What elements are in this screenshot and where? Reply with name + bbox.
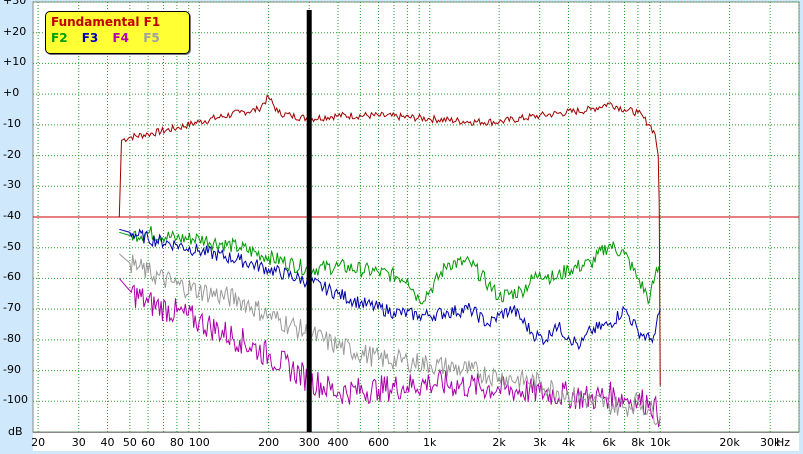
series-line-1 — [118, 94, 661, 386]
x-tick-label: 40 — [100, 436, 115, 449]
series-line-3 — [119, 228, 661, 351]
legend-item-f4: F4 — [112, 31, 130, 45]
x-tick-label: 1k — [423, 436, 437, 449]
y-tick-label: +0 — [3, 86, 20, 100]
x-tick-label: 20 — [31, 436, 46, 449]
y-tick-label: -60 — [3, 270, 21, 284]
x-tick-label: 10k — [650, 436, 671, 449]
legend: Fundamental F1 F2 F3 F4 F5 — [45, 11, 190, 54]
legend-item-f3: F3 — [81, 31, 99, 45]
x-tick-label: 2k — [492, 436, 506, 449]
y-tick-label: +30 — [3, 0, 27, 7]
x-tick-label: 4k — [561, 436, 576, 449]
y-tick-label: +20 — [3, 24, 27, 38]
x-tick-label: 3k — [533, 436, 547, 449]
series-line-5 — [118, 253, 661, 426]
series-layer — [118, 94, 661, 428]
x-tick-label: 50 — [122, 436, 137, 449]
x-axis-bar — [33, 432, 799, 451]
x-tick-label: 300 — [298, 436, 320, 449]
x-tick-label: 400 — [327, 436, 349, 449]
y-tick-label: -70 — [3, 301, 21, 315]
y-tick-label: -80 — [3, 331, 21, 345]
x-unit-label: Hz — [776, 436, 791, 449]
x-tick-label: 8k — [631, 436, 645, 449]
y-tick-label: -50 — [3, 239, 21, 253]
legend-item-f5: F5 — [143, 31, 160, 45]
legend-item-f1: Fundamental F1 — [51, 15, 161, 29]
y-tick-label: +10 — [3, 55, 27, 69]
x-tick-label: 6k — [602, 436, 616, 449]
x-tick-label: 200 — [258, 436, 280, 449]
y-tick-label: -100 — [3, 393, 28, 407]
y-unit-label: dB — [8, 425, 23, 438]
x-tick-label: 30k — [760, 436, 781, 449]
y-tick-label: -30 — [3, 178, 21, 192]
x-tick-label: 60 — [141, 436, 156, 449]
legend-item-f2: F2 — [51, 31, 68, 45]
y-tick-label: -40 — [3, 209, 21, 222]
y-tick-label: -20 — [3, 147, 21, 161]
x-tick-label: 100 — [188, 436, 210, 449]
x-tick-label: 20k — [719, 436, 740, 449]
x-tick-label: 30 — [71, 436, 86, 449]
x-tick-label: 600 — [368, 436, 390, 449]
series-line-2 — [119, 226, 661, 306]
x-tick-label: 80 — [169, 436, 184, 449]
y-tick-label: -90 — [3, 362, 21, 376]
y-tick-label: -10 — [3, 116, 21, 130]
series-line-4 — [118, 278, 661, 428]
